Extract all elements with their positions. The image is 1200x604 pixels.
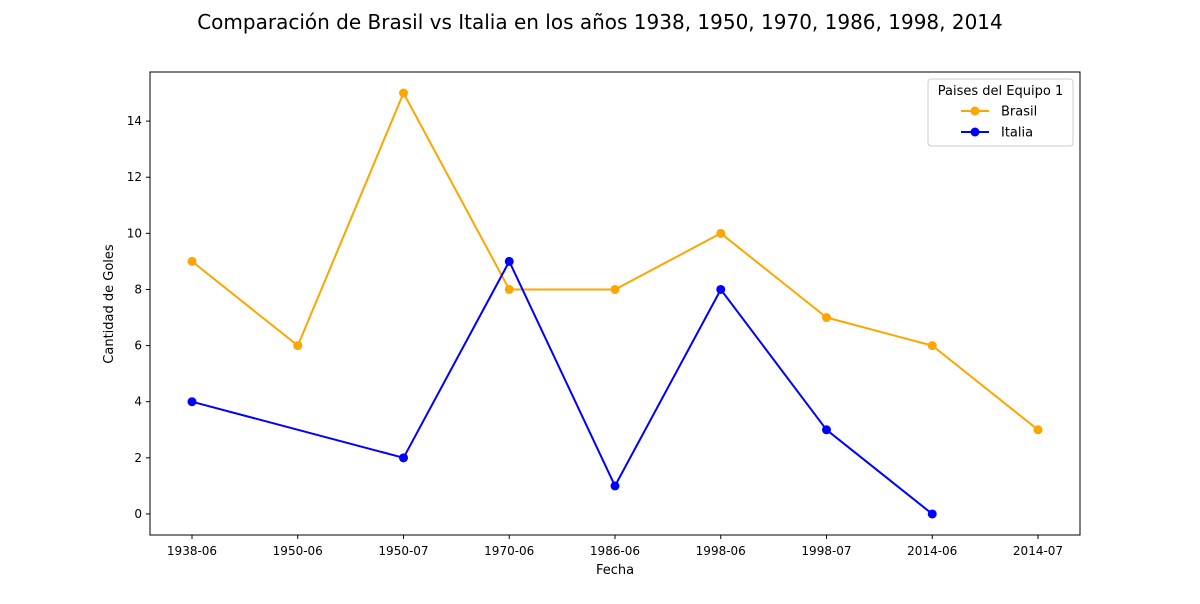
data-point-italia <box>822 425 831 435</box>
y-tick-label: 4 <box>134 395 142 409</box>
y-axis-label: Cantidad de Goles <box>102 244 117 364</box>
data-point-brasil <box>716 228 726 238</box>
x-tick-label: 2014-06 <box>907 544 957 558</box>
y-tick-label: 10 <box>127 226 142 240</box>
legend-marker-italia <box>970 127 980 137</box>
data-point-brasil <box>927 341 937 351</box>
y-tick-label: 14 <box>127 114 142 128</box>
y-tick-label: 0 <box>134 507 142 521</box>
y-tick-label: 12 <box>127 170 142 184</box>
x-tick-label: 1986-06 <box>590 544 640 558</box>
y-tick-label: 6 <box>134 339 142 353</box>
x-axis-label: Fecha <box>596 563 634 578</box>
data-point-italia <box>716 284 726 294</box>
data-point-brasil <box>187 256 197 266</box>
x-tick-label: 1970-06 <box>484 544 534 558</box>
series-layer <box>187 88 1043 519</box>
data-point-brasil <box>504 284 514 294</box>
legend-entries: Brasil Italia <box>961 105 1037 141</box>
data-point-italia <box>187 397 197 407</box>
x-tick-label: 2014-07 <box>1013 544 1063 558</box>
data-point-brasil <box>1033 425 1043 435</box>
data-point-brasil <box>822 313 831 323</box>
data-point-italia <box>399 453 408 463</box>
x-axis-ticks: 1938-06 1950-06 1950-07 1970-06 1986-06 1998-… <box>167 535 1063 558</box>
y-tick-label: 8 <box>134 282 142 296</box>
legend-label-italia: Italia <box>1001 126 1033 141</box>
x-tick-label: 1950-06 <box>273 544 323 558</box>
x-tick-label: 1950-07 <box>378 544 428 558</box>
chart-title: Comparación de Brasil vs Italia en los a… <box>197 10 1003 34</box>
x-tick-label: 1998-07 <box>801 544 851 558</box>
y-axis-ticks: 0 2 4 6 8 10 12 14 <box>127 114 150 521</box>
data-point-italia <box>610 481 620 491</box>
x-tick-label: 1938-06 <box>167 544 217 558</box>
data-point-italia <box>504 256 514 266</box>
data-point-brasil <box>610 284 620 294</box>
legend-label-brasil: Brasil <box>1001 105 1037 120</box>
y-tick-label: 2 <box>134 451 142 465</box>
legend-box <box>927 78 1074 147</box>
x-tick-label: 1998-06 <box>696 544 746 558</box>
legend-title: Paises del Equipo 1 <box>938 84 1063 99</box>
data-point-brasil <box>293 341 303 351</box>
legend-marker-brasil <box>970 106 980 116</box>
legend: Paises del Equipo 1 Brasil Italia <box>927 78 1074 147</box>
data-point-brasil <box>399 88 408 98</box>
plot-frame <box>149 71 1081 536</box>
data-point-italia <box>927 509 937 519</box>
